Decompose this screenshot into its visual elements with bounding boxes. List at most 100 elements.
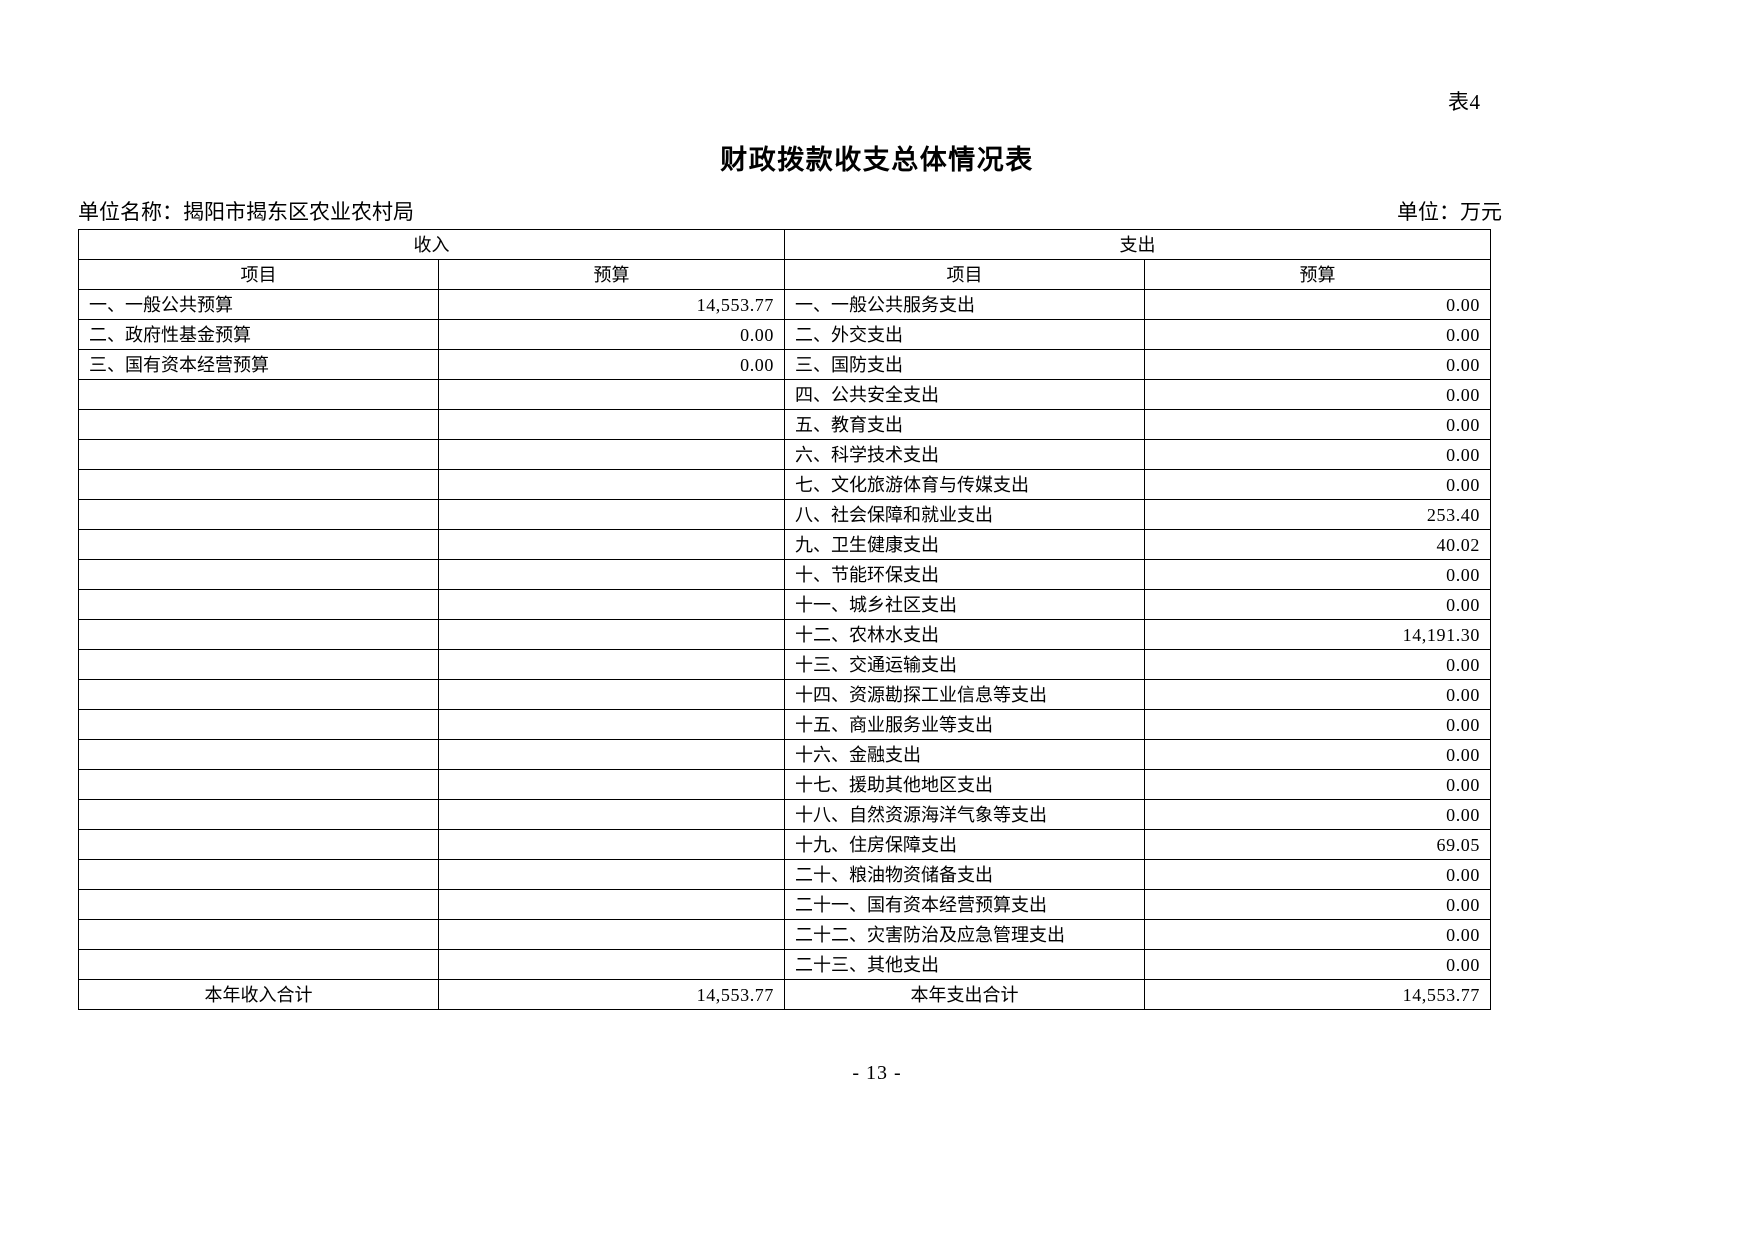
income-item-cell (78, 739, 439, 770)
expenditure-item-cell: 十八、自然资源海洋气象等支出 (784, 799, 1145, 830)
expenditure-budget-cell: 14,191.30 (1144, 619, 1491, 650)
expenditure-item-cell: 十一、城乡社区支出 (784, 589, 1145, 620)
group-header-expenditure: 支出 (784, 229, 1491, 260)
table-row: 十六、金融支出 0.00 (78, 739, 1491, 770)
expenditure-budget-cell: 0.00 (1144, 709, 1491, 740)
column-header-income-budget: 预算 (438, 259, 785, 290)
table-row: 七、文化旅游体育与传媒支出 0.00 (78, 469, 1491, 500)
expenditure-item-cell: 二十三、其他支出 (784, 949, 1145, 980)
income-item-cell (78, 499, 439, 530)
income-budget-cell: 0.00 (438, 319, 785, 350)
income-item-cell: 一、一般公共预算 (78, 289, 439, 320)
table-column-header-row: 项目 预算 项目 预算 (78, 259, 1491, 290)
column-header-expenditure-budget: 预算 (1144, 259, 1491, 290)
expenditure-budget-cell: 0.00 (1144, 859, 1491, 890)
income-budget-cell (438, 469, 785, 500)
expenditure-budget-cell: 0.00 (1144, 439, 1491, 470)
income-budget-cell (438, 769, 785, 800)
income-budget-cell (438, 589, 785, 620)
income-item-cell (78, 769, 439, 800)
table-row: 十二、农林水支出 14,191.30 (78, 619, 1491, 650)
expenditure-item-cell: 十九、住房保障支出 (784, 829, 1145, 860)
expenditure-budget-cell: 253.40 (1144, 499, 1491, 530)
income-budget-cell (438, 709, 785, 740)
expenditure-item-cell: 六、科学技术支出 (784, 439, 1145, 470)
table-row: 十、节能环保支出 0.00 (78, 559, 1491, 590)
table-row: 四、公共安全支出 0.00 (78, 379, 1491, 410)
budget-table: 收入 支出 项目 预算 项目 预算 一、一般公共预算 14,553.77 一、一般公共服务支出 0… (78, 229, 1491, 1010)
expenditure-budget-cell: 0.00 (1144, 469, 1491, 500)
expenditure-item-cell: 四、公共安全支出 (784, 379, 1145, 410)
table-row: 十三、交通运输支出 0.00 (78, 649, 1491, 680)
unit-name-label: 单位名称：揭阳市揭东区农业农村局 (78, 200, 414, 224)
expenditure-item-cell: 八、社会保障和就业支出 (784, 499, 1145, 530)
income-budget-cell (438, 649, 785, 680)
income-item-cell (78, 649, 439, 680)
income-item-cell (78, 829, 439, 860)
expenditure-budget-cell: 0.00 (1144, 379, 1491, 410)
table-row: 六、科学技术支出 0.00 (78, 439, 1491, 470)
expenditure-item-cell: 五、教育支出 (784, 409, 1145, 440)
expenditure-item-cell: 二十、粮油物资储备支出 (784, 859, 1145, 890)
expenditure-item-cell: 十七、援助其他地区支出 (784, 769, 1145, 800)
income-item-cell (78, 949, 439, 980)
table-row: 十四、资源勘探工业信息等支出 0.00 (78, 679, 1491, 710)
income-budget-cell (438, 619, 785, 650)
expenditure-budget-cell: 0.00 (1144, 739, 1491, 770)
income-item-cell: 三、国有资本经营预算 (78, 349, 439, 380)
expenditure-budget-cell: 0.00 (1144, 559, 1491, 590)
page-number: - 13 - (852, 1062, 902, 1084)
expenditure-item-cell: 二十二、灾害防治及应急管理支出 (784, 919, 1145, 950)
income-item-cell (78, 559, 439, 590)
income-item-cell (78, 709, 439, 740)
expenditure-item-cell: 九、卫生健康支出 (784, 529, 1145, 560)
expenditure-budget-cell: 69.05 (1144, 829, 1491, 860)
income-item-cell (78, 529, 439, 560)
income-item-cell (78, 469, 439, 500)
column-header-income-item: 项目 (78, 259, 439, 290)
table-row: 九、卫生健康支出 40.02 (78, 529, 1491, 560)
expenditure-budget-cell: 0.00 (1144, 769, 1491, 800)
expenditure-budget-cell: 0.00 (1144, 799, 1491, 830)
expenditure-budget-cell: 0.00 (1144, 649, 1491, 680)
table-row: 三、国有资本经营预算 0.00 三、国防支出 0.00 (78, 349, 1491, 380)
group-header-income: 收入 (78, 229, 785, 260)
income-budget-cell (438, 739, 785, 770)
income-budget-cell (438, 799, 785, 830)
income-budget-cell (438, 409, 785, 440)
income-item-cell (78, 919, 439, 950)
expenditure-total-value: 14,553.77 (1144, 979, 1491, 1010)
currency-unit-label: 单位：万元 (1397, 200, 1502, 224)
income-item-cell (78, 589, 439, 620)
income-budget-cell (438, 859, 785, 890)
table-row: 一、一般公共预算 14,553.77 一、一般公共服务支出 0.00 (78, 289, 1491, 320)
income-budget-cell (438, 949, 785, 980)
income-item-cell: 二、政府性基金预算 (78, 319, 439, 350)
expenditure-budget-cell: 0.00 (1144, 949, 1491, 980)
expenditure-item-cell: 十三、交通运输支出 (784, 649, 1145, 680)
income-budget-cell (438, 499, 785, 530)
expenditure-budget-cell: 0.00 (1144, 589, 1491, 620)
expenditure-item-cell: 二、外交支出 (784, 319, 1145, 350)
table-total-row: 本年收入合计 14,553.77 本年支出合计 14,553.77 (78, 979, 1491, 1010)
income-item-cell (78, 799, 439, 830)
table-row: 十七、援助其他地区支出 0.00 (78, 769, 1491, 800)
expenditure-item-cell: 十五、商业服务业等支出 (784, 709, 1145, 740)
income-item-cell (78, 409, 439, 440)
expenditure-item-cell: 十四、资源勘探工业信息等支出 (784, 679, 1145, 710)
income-total-value: 14,553.77 (438, 979, 785, 1010)
income-item-cell (78, 439, 439, 470)
expenditure-total-label: 本年支出合计 (784, 979, 1145, 1010)
expenditure-budget-cell: 0.00 (1144, 289, 1491, 320)
sheet-number-label: 表4 (1448, 90, 1481, 114)
table-row: 二十、粮油物资储备支出 0.00 (78, 859, 1491, 890)
income-item-cell (78, 379, 439, 410)
table-row: 八、社会保障和就业支出 253.40 (78, 499, 1491, 530)
income-budget-cell (438, 889, 785, 920)
income-total-label: 本年收入合计 (78, 979, 439, 1010)
expenditure-budget-cell: 0.00 (1144, 409, 1491, 440)
income-item-cell (78, 859, 439, 890)
table-group-header-row: 收入 支出 (78, 229, 1491, 260)
income-budget-cell (438, 679, 785, 710)
